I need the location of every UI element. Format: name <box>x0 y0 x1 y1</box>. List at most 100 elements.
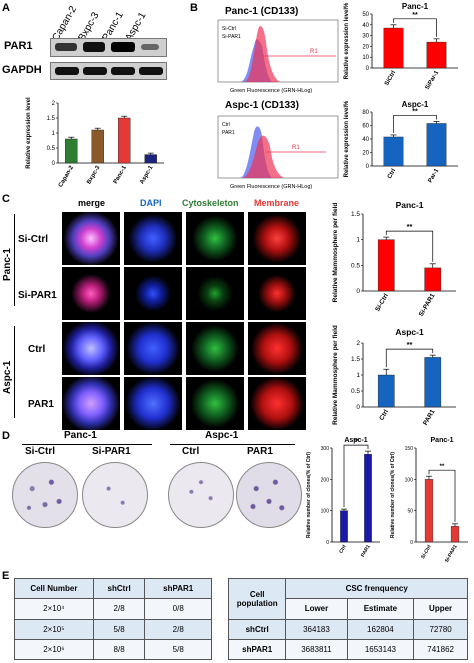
gapdh-blot-strip <box>50 62 167 80</box>
y-tick-label: 40 <box>362 23 369 29</box>
mammosphere-chart-panc1: Panc-1 0 0.5 1 1.5 Relative Mammosphere per f… <box>332 200 456 318</box>
y-tick-label: 2 <box>52 101 56 107</box>
if-image-grid: merge DAPI Cytoskeleton Membrane Panc-1 … <box>0 196 320 430</box>
bar <box>377 374 395 408</box>
table-cell: 162804 <box>346 618 415 640</box>
y-axis-label: Relative number of clones(% of Ctrl) <box>390 452 396 538</box>
y-tick-label: 1.5 <box>351 211 360 218</box>
par1-expression-chart: 0 0.5 1 1.5 2 Relative expression level Capan-… <box>26 97 164 189</box>
table-cell: 2/8 <box>144 618 212 640</box>
flow-legend: Si-Ctrl <box>222 26 236 32</box>
bar <box>426 123 447 167</box>
table-cell: 2×10⁵ <box>14 618 94 640</box>
table-cell: 3683811 <box>285 638 348 661</box>
blot-row-label: GAPDH <box>2 64 42 76</box>
y-axis-label: Relative Mammosphere per field <box>332 325 339 425</box>
x-tick-label: Ctrl <box>387 168 398 180</box>
table-subheader: Lower <box>285 598 348 620</box>
y-tick-label: 100 <box>321 509 330 515</box>
gate-label: R1 <box>292 145 300 151</box>
table-cell: 741862 <box>413 638 468 661</box>
if-column-label: DAPI <box>140 198 162 208</box>
table-cell: 8/8 <box>92 638 146 661</box>
bar <box>450 526 460 543</box>
table-cell: 5/8 <box>92 618 146 640</box>
bar <box>144 154 157 164</box>
y-axis-label: Relative expression level% <box>344 100 350 177</box>
bar <box>118 117 131 164</box>
x-tick-label: Par-1 <box>428 167 441 184</box>
y-tick-label: 50 <box>362 12 369 18</box>
significance-bracket <box>385 230 434 262</box>
x-tick-label: Ctrl <box>338 543 348 554</box>
panel-label-c: C <box>2 193 10 205</box>
y-tick-label: 1 <box>356 372 360 379</box>
y-tick-label: 200 <box>321 477 330 483</box>
if-column-label: Membrane <box>254 198 300 208</box>
flow-legend: Ctrl <box>222 122 230 128</box>
table-cell: 72780 <box>413 618 468 640</box>
y-tick-label: 100 <box>405 477 414 483</box>
colony-group-label: Aspc-1 <box>205 430 239 441</box>
if-tile <box>62 322 120 375</box>
dish-label: PAR1 <box>247 446 273 457</box>
bar <box>424 357 442 408</box>
table-cell: 5/8 <box>144 638 212 661</box>
table-cell: 1653143 <box>346 638 415 661</box>
y-tick-label: 1.5 <box>47 116 56 122</box>
if-tile <box>186 212 244 265</box>
bar <box>91 129 104 164</box>
cd133-chart-aspc1: Aspc-1 0 20 40 60 80 Relative expression level… <box>344 100 458 184</box>
x-tick-label: Si-PAR1 <box>444 544 459 564</box>
dish-label: Ctrl <box>182 446 200 457</box>
cd133-chart-panc1: Panc-1 0 10 20 30 40 50 Relative expression lev… <box>344 2 458 91</box>
bar <box>383 27 404 69</box>
if-column-label: merge <box>78 198 106 208</box>
flow-title: Aspc-1 (CD133) <box>225 100 299 111</box>
y-tick-label: 20 <box>362 44 369 50</box>
table-cell: 0/8 <box>144 598 212 620</box>
y-tick-label: 0.5 <box>47 146 56 152</box>
y-tick-label: 0 <box>366 164 370 170</box>
significance-bracket <box>393 18 437 37</box>
y-tick-label: 60 <box>362 124 369 130</box>
if-tile <box>124 212 182 265</box>
if-tile <box>186 322 244 375</box>
limiting-dilution-table: Cell Number shCtrl shPAR1 2×10⁴ 2/8 0/8 … <box>14 577 212 661</box>
if-tile <box>124 377 182 430</box>
chart-title: Panc-1 <box>396 200 424 210</box>
table-cell: shPAR1 <box>227 638 287 661</box>
table-cell: 364183 <box>285 618 348 640</box>
panel-label-b: B <box>190 2 198 14</box>
if-row-label: Ctrl <box>28 344 46 355</box>
table-cell: shCtrl <box>227 618 287 640</box>
table-cell: 2×10⁴ <box>14 598 94 620</box>
significance-bracket <box>385 348 434 368</box>
if-tile <box>124 267 182 320</box>
if-column-label: Cytoskeleton <box>182 198 239 208</box>
if-tile <box>248 377 306 430</box>
bar <box>426 41 447 69</box>
bar <box>364 454 372 543</box>
x-tick-label: Ctrl <box>378 408 390 421</box>
colony-dish <box>12 462 78 528</box>
colony-group-label: Panc-1 <box>64 430 97 441</box>
significance-label: ** <box>354 439 359 445</box>
x-tick-label: Capan-2 <box>58 164 75 188</box>
y-tick-label: 10 <box>362 55 369 61</box>
significance-bracket <box>393 115 437 133</box>
if-tile <box>124 322 182 375</box>
x-tick-label: Si-Ctrl <box>420 543 433 560</box>
table-subheader: Estimate <box>346 598 415 620</box>
table-subheader: Upper <box>413 598 468 620</box>
significance-label: ** <box>440 464 445 470</box>
y-axis-label: Relative expression level% <box>344 2 350 79</box>
colony-dish <box>82 462 148 528</box>
x-tick-label: Panc-1 <box>113 164 128 185</box>
y-tick-label: 1 <box>356 237 360 244</box>
chart-title: Aspc-1 <box>402 100 429 109</box>
y-tick-label: 0 <box>356 404 360 411</box>
flow-legend: Si-PAR1 <box>222 34 241 40</box>
bar <box>424 479 434 543</box>
x-tick-label: SiPar-1 <box>425 69 441 90</box>
